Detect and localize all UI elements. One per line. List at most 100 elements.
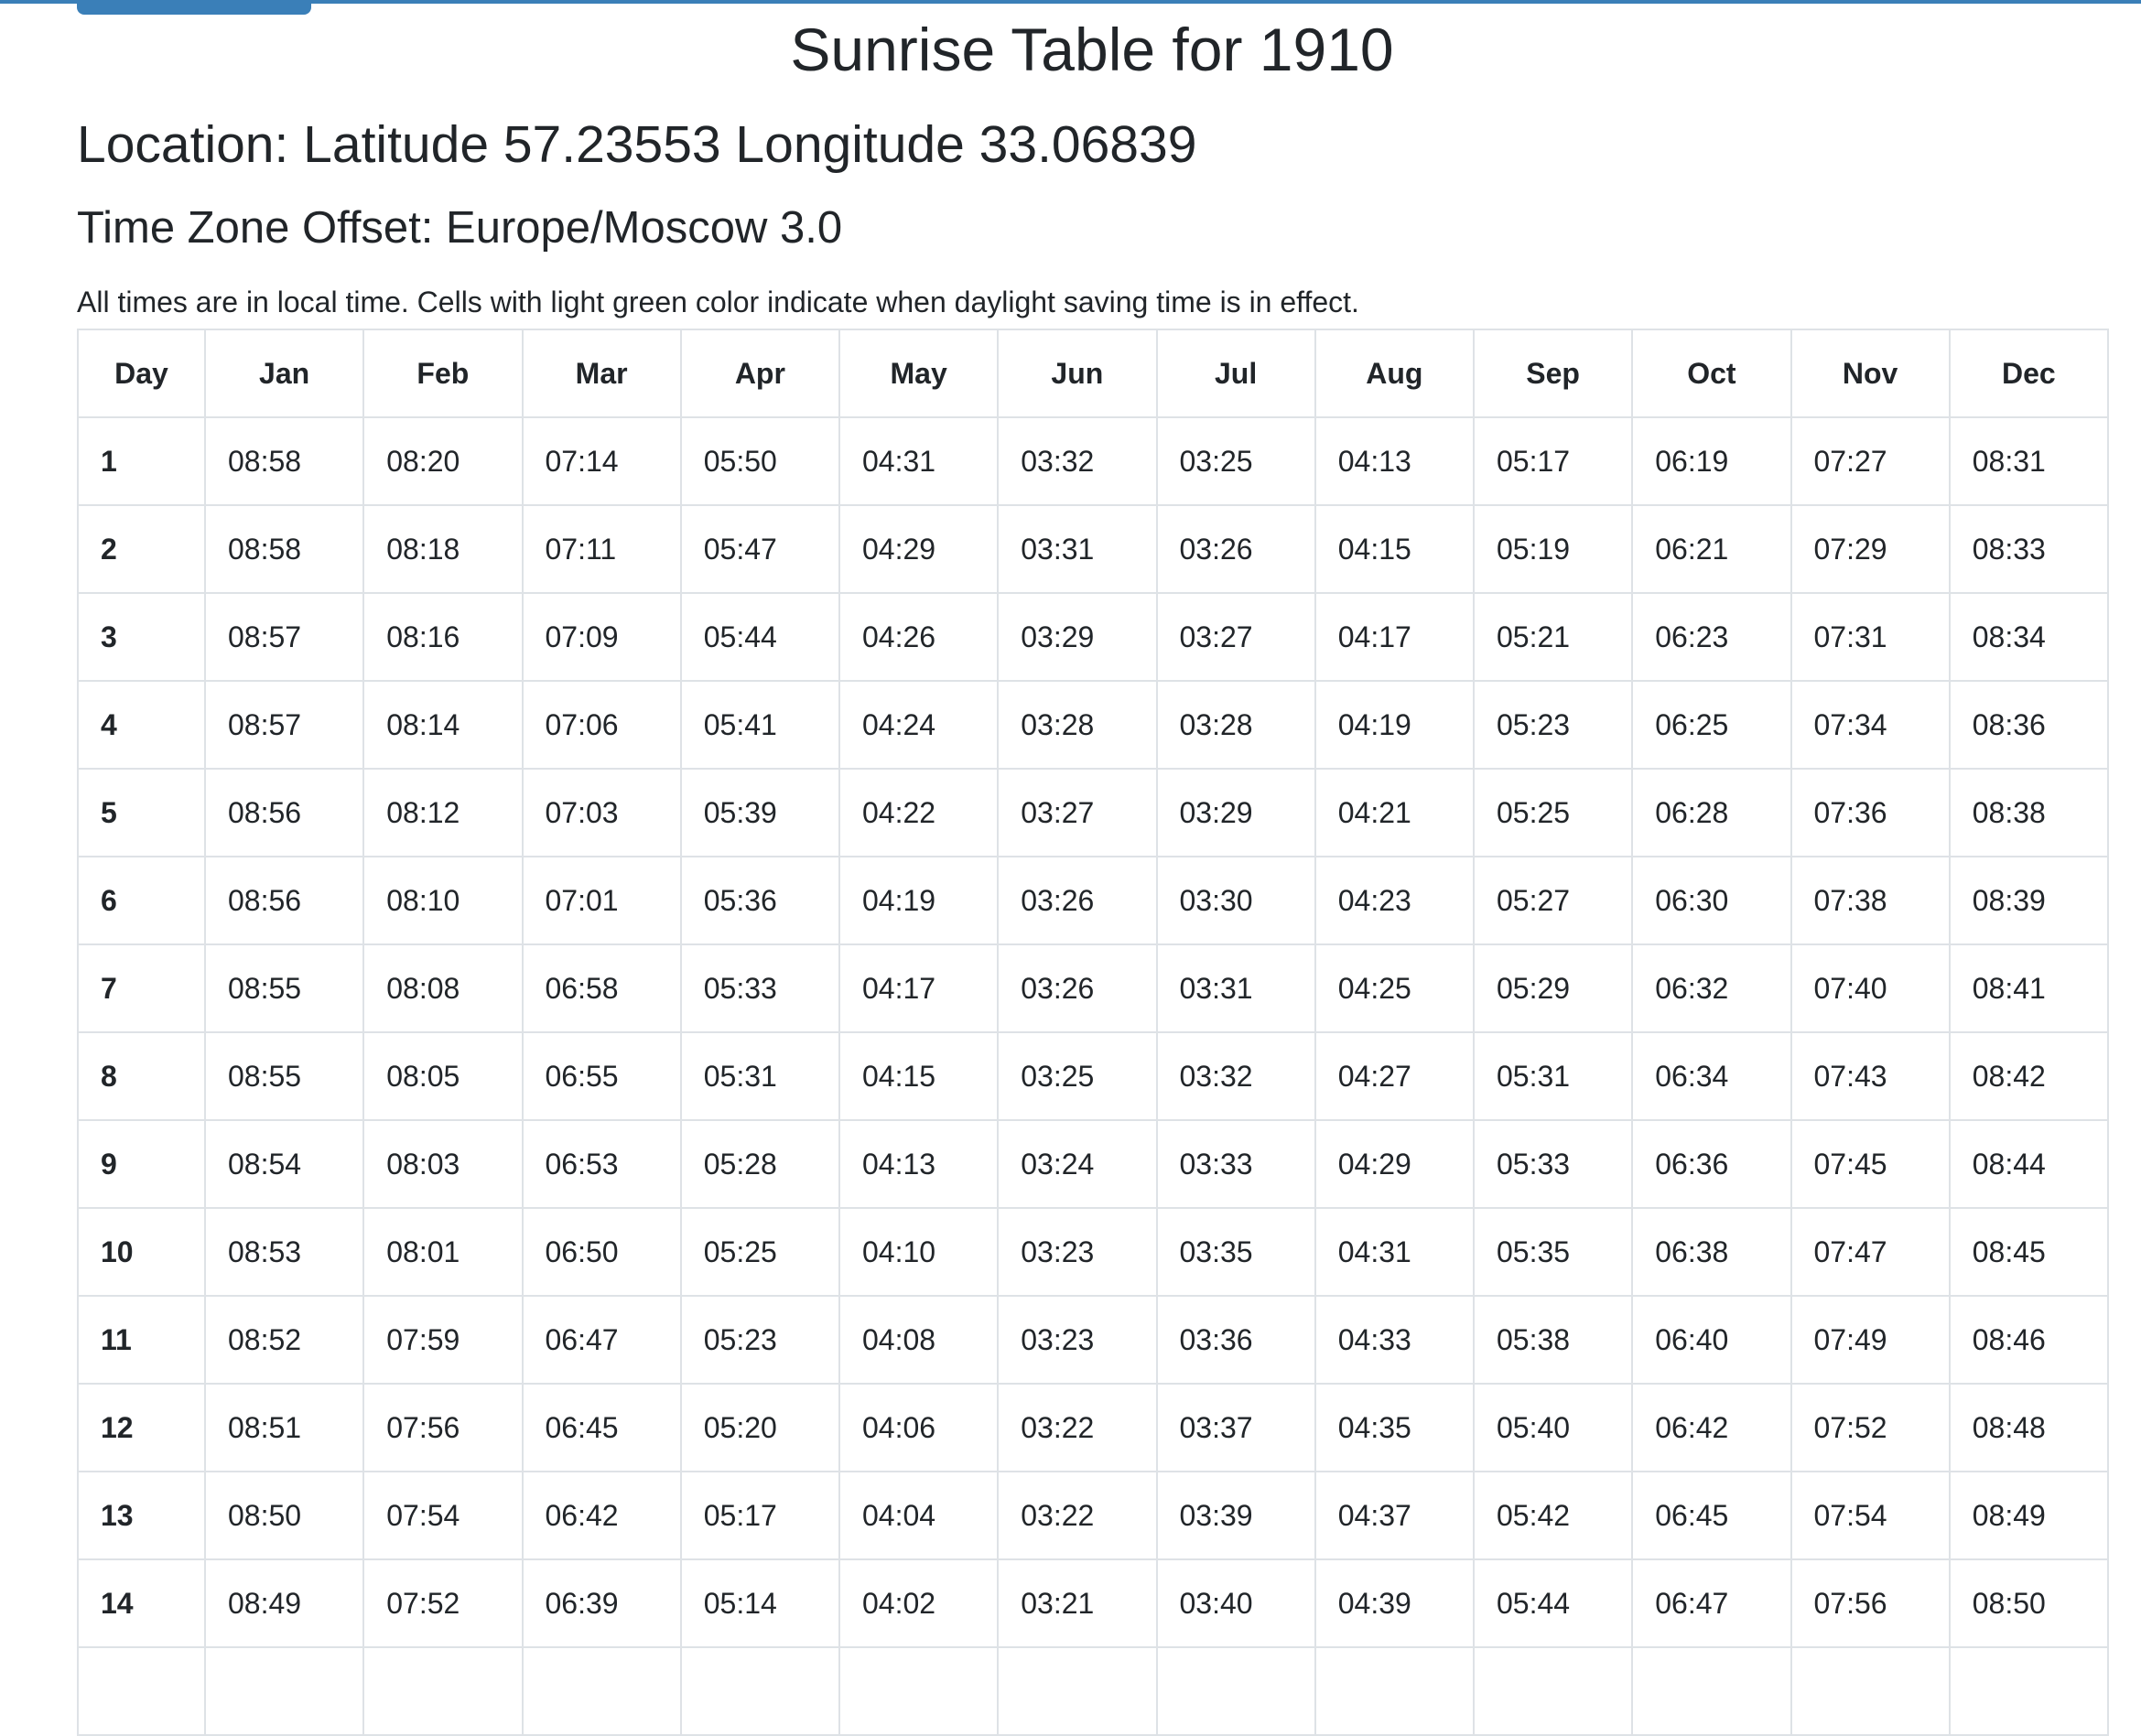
time-cell: 08:50 xyxy=(1948,1558,2110,1648)
time-cell: 04:13 xyxy=(838,1119,1000,1209)
table-body: 1 08:58 08:20 07:14 05:50 04:31 03:32 03:25 04:1… xyxy=(77,416,2110,1736)
time-cell: 08:38 xyxy=(1948,768,2110,857)
table-row xyxy=(77,1646,2110,1736)
time-cell: 08:36 xyxy=(1948,680,2110,770)
day-cell: 8 xyxy=(77,1031,206,1121)
day-cell: 5 xyxy=(77,768,206,857)
time-cell: 03:26 xyxy=(997,943,1158,1033)
time-cell: 06:50 xyxy=(521,1207,682,1297)
time-cell: 06:40 xyxy=(1631,1295,1792,1385)
table-row: 5 08:56 08:12 07:03 05:39 04:22 03:27 03:29 04:2… xyxy=(77,768,2110,857)
time-cell: 08:49 xyxy=(1948,1471,2110,1560)
column-header: Day xyxy=(77,329,206,418)
day-cell: 13 xyxy=(77,1471,206,1560)
time-cell: 08:57 xyxy=(203,592,365,682)
time-cell: 08:05 xyxy=(362,1031,524,1121)
time-cell: 05:25 xyxy=(679,1207,841,1297)
time-cell xyxy=(1472,1646,1634,1736)
time-cell: 03:31 xyxy=(997,504,1158,594)
column-header: Nov xyxy=(1790,329,1951,418)
time-cell: 06:25 xyxy=(1631,680,1792,770)
time-cell: 04:33 xyxy=(1314,1295,1476,1385)
time-cell: 03:21 xyxy=(997,1558,1158,1648)
time-cell: 03:37 xyxy=(1155,1383,1316,1472)
time-cell: 04:26 xyxy=(838,592,1000,682)
time-cell: 08:08 xyxy=(362,943,524,1033)
time-cell xyxy=(1314,1646,1476,1736)
time-cell: 07:31 xyxy=(1790,592,1951,682)
time-cell: 07:06 xyxy=(521,680,682,770)
time-cell: 03:28 xyxy=(1155,680,1316,770)
timezone-heading: Time Zone Offset: Europe/Moscow 3.0 xyxy=(77,203,843,253)
time-cell: 03:22 xyxy=(997,1471,1158,1560)
time-cell: 03:23 xyxy=(997,1207,1158,1297)
column-header: Mar xyxy=(521,329,682,418)
time-cell: 03:36 xyxy=(1155,1295,1316,1385)
time-cell: 03:22 xyxy=(997,1383,1158,1472)
top-nav-tab[interactable] xyxy=(77,0,311,15)
time-cell: 05:44 xyxy=(1472,1558,1634,1648)
time-cell: 05:14 xyxy=(679,1558,841,1648)
day-cell: 2 xyxy=(77,504,206,594)
time-cell: 05:28 xyxy=(679,1119,841,1209)
table-row: 7 08:55 08:08 06:58 05:33 04:17 03:26 03:31 04:2… xyxy=(77,943,2110,1033)
time-cell: 06:23 xyxy=(1631,592,1792,682)
day-cell xyxy=(77,1646,206,1736)
time-cell: 04:29 xyxy=(1314,1119,1476,1209)
time-cell: 05:19 xyxy=(1472,504,1634,594)
time-cell: 04:13 xyxy=(1314,416,1476,506)
time-cell: 04:15 xyxy=(838,1031,1000,1121)
column-header: Aug xyxy=(1314,329,1476,418)
day-cell: 9 xyxy=(77,1119,206,1209)
time-cell: 04:27 xyxy=(1314,1031,1476,1121)
column-header: Dec xyxy=(1948,329,2110,418)
time-cell: 04:39 xyxy=(1314,1558,1476,1648)
table-row: 4 08:57 08:14 07:06 05:41 04:24 03:28 03:28 04:1… xyxy=(77,680,2110,770)
time-cell: 05:23 xyxy=(1472,680,1634,770)
page-title: Sunrise Table for 1910 xyxy=(790,16,1394,83)
time-cell: 06:38 xyxy=(1631,1207,1792,1297)
time-cell: 08:03 xyxy=(362,1119,524,1209)
time-cell: 07:56 xyxy=(1790,1558,1951,1648)
time-cell: 08:52 xyxy=(203,1295,365,1385)
time-cell: 03:31 xyxy=(1155,943,1316,1033)
time-cell: 03:30 xyxy=(1155,856,1316,945)
time-cell: 08:12 xyxy=(362,768,524,857)
time-cell xyxy=(1790,1646,1951,1736)
time-cell: 08:53 xyxy=(203,1207,365,1297)
time-cell: 04:37 xyxy=(1314,1471,1476,1560)
time-cell: 04:22 xyxy=(838,768,1000,857)
time-cell: 03:25 xyxy=(1155,416,1316,506)
time-cell: 05:38 xyxy=(1472,1295,1634,1385)
time-cell: 08:18 xyxy=(362,504,524,594)
time-cell: 07:52 xyxy=(362,1558,524,1648)
column-header: May xyxy=(838,329,1000,418)
time-cell: 08:34 xyxy=(1948,592,2110,682)
column-header: Jun xyxy=(997,329,1158,418)
time-cell: 07:11 xyxy=(521,504,682,594)
time-cell: 08:39 xyxy=(1948,856,2110,945)
time-cell: 04:31 xyxy=(1314,1207,1476,1297)
time-cell: 04:08 xyxy=(838,1295,1000,1385)
time-cell: 08:50 xyxy=(203,1471,365,1560)
time-cell xyxy=(521,1646,682,1736)
time-cell: 08:48 xyxy=(1948,1383,2110,1472)
time-cell: 07:52 xyxy=(1790,1383,1951,1472)
table-row: 1 08:58 08:20 07:14 05:50 04:31 03:32 03:25 04:1… xyxy=(77,416,2110,506)
time-cell: 06:47 xyxy=(1631,1558,1792,1648)
time-cell xyxy=(1155,1646,1316,1736)
time-cell: 06:32 xyxy=(1631,943,1792,1033)
time-cell: 05:39 xyxy=(679,768,841,857)
time-cell: 06:42 xyxy=(1631,1383,1792,1472)
time-cell xyxy=(362,1646,524,1736)
time-cell: 04:06 xyxy=(838,1383,1000,1472)
time-cell: 04:35 xyxy=(1314,1383,1476,1472)
time-cell: 08:46 xyxy=(1948,1295,2110,1385)
time-cell xyxy=(679,1646,841,1736)
time-cell: 07:01 xyxy=(521,856,682,945)
time-cell: 05:20 xyxy=(679,1383,841,1472)
table-row: 6 08:56 08:10 07:01 05:36 04:19 03:26 03:30 04:2… xyxy=(77,856,2110,945)
time-cell: 06:39 xyxy=(521,1558,682,1648)
day-cell: 1 xyxy=(77,416,206,506)
time-cell: 08:44 xyxy=(1948,1119,2110,1209)
